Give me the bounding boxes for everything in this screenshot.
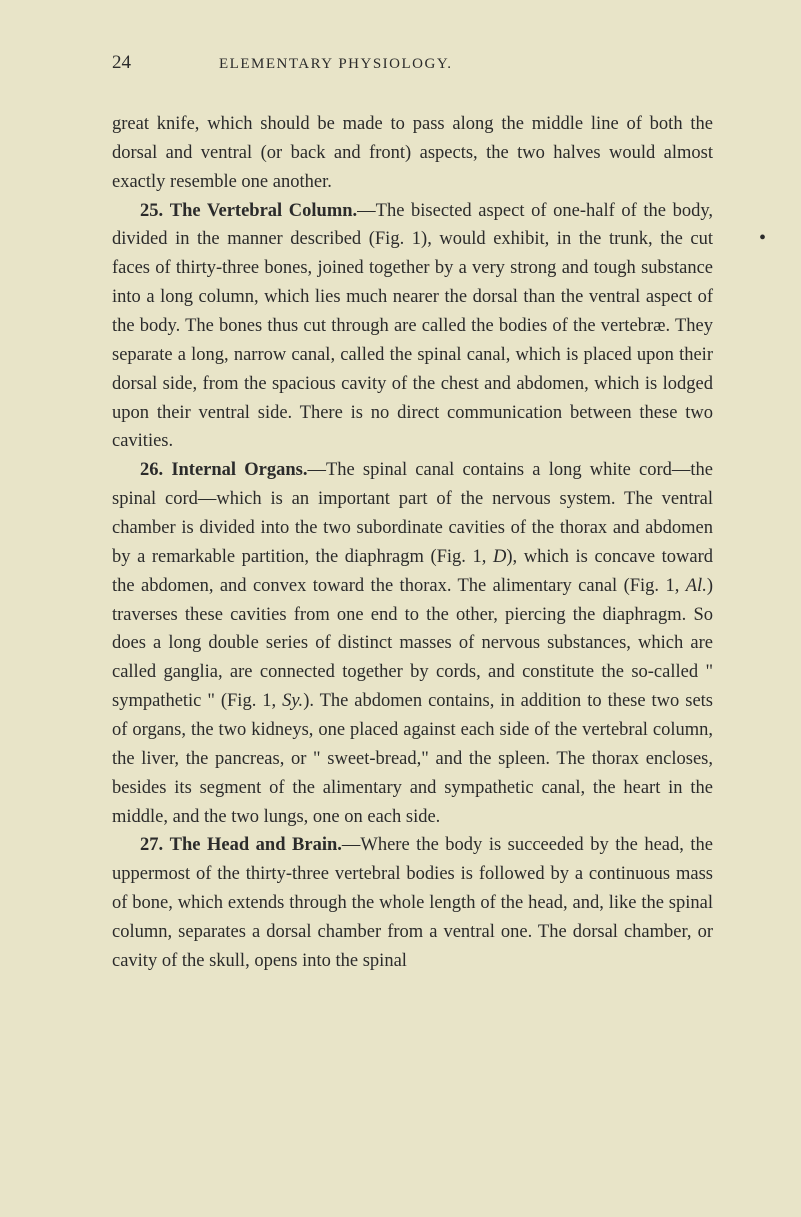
section-title: The Vertebral Column. <box>170 201 357 221</box>
section-number: 25. <box>140 201 163 221</box>
paragraph-body-part: ). The abdomen contains, in addition to … <box>112 691 713 826</box>
paragraph-body: —Where the body is succeeded by the head… <box>112 835 713 970</box>
paragraph-section-26: 26. Internal Organs.—The spinal canal co… <box>112 456 713 831</box>
section-number: 26. <box>140 460 163 480</box>
margin-mark: • <box>759 227 766 250</box>
section-title: Internal Organs. <box>171 460 307 480</box>
page-number: 24 <box>112 52 131 74</box>
running-header: ELEMENTARY PHYSIOLOGY. <box>219 56 452 73</box>
paragraph-section-27: 27. The Head and Brain.—Where the body i… <box>112 831 713 975</box>
figure-reference: Sy. <box>282 691 303 711</box>
section-title: The Head and Brain. <box>170 835 342 855</box>
page-header: 24 ELEMENTARY PHYSIOLOGY. <box>112 52 713 74</box>
paragraph-body: —The bisected aspect of one-half of the … <box>112 201 713 452</box>
section-number: 27. <box>140 835 163 855</box>
document-page: 24 ELEMENTARY PHYSIOLOGY. great knife, w… <box>0 0 801 1026</box>
paragraph-section-25: 25. The Vertebral Column.—The bisected a… <box>112 197 713 457</box>
body-text: great knife, which should be made to pas… <box>112 110 713 976</box>
paragraph-continuation: great knife, which should be made to pas… <box>112 110 713 197</box>
figure-reference: Al. <box>686 576 707 596</box>
figure-reference: D <box>493 547 506 567</box>
